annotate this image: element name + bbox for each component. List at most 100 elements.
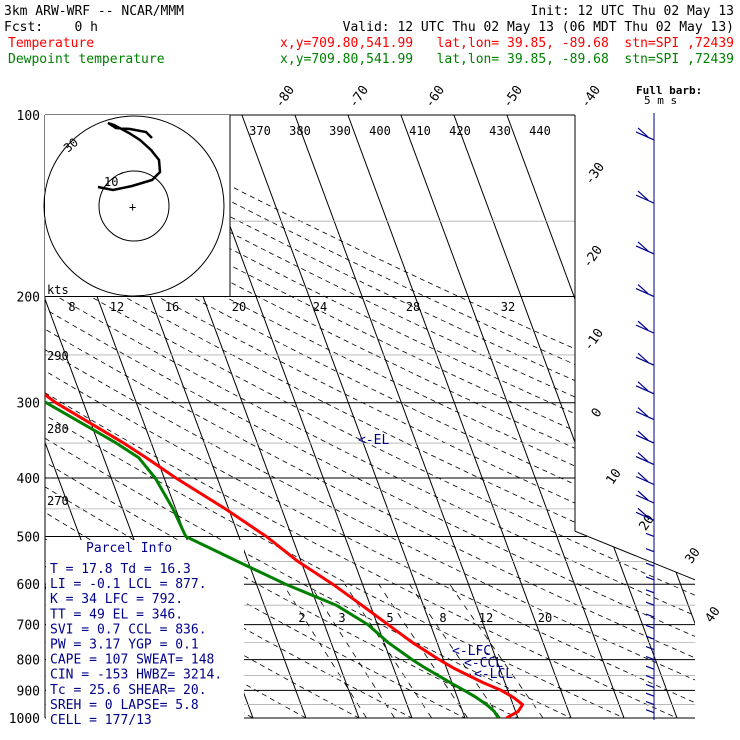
dry-adiabat [45,127,695,718]
legend-temperature-name: Temperature [8,36,94,51]
wind-barb-flag [637,284,649,294]
mixing-ratio-label-8: 8 [439,611,446,625]
wind-barb [645,709,655,714]
theta-label-380: 380 [289,124,311,138]
dry-adiabat [45,127,599,718]
parcel-info-row: SREH = 0 LAPSE= 5.8 [50,698,199,713]
wind-barb [645,635,655,640]
wind-barb [635,356,655,366]
dry-adiabat [45,127,695,718]
pressure-label-300: 300 [17,397,40,412]
parcel-info-row: Tc = 25.6 SHEAR= 20. [50,683,207,698]
theta-label-400: 400 [369,124,391,138]
hodograph-units: kts [47,283,69,297]
isotherm-label-40: 40 [702,604,723,625]
legend-dewpoint-name: Dewpoint temperature [8,52,165,67]
wind-barb [635,194,655,204]
mixing-ratio-label-3: 3 [338,611,345,625]
wind-barb [645,645,655,651]
sounding-curves [45,115,525,718]
level-marker-lfc: <-LFC [452,644,491,659]
theta-label-370: 370 [249,124,271,138]
mixing-ratio-label-20: 20 [538,611,552,625]
temperature-curve [45,115,525,718]
right-frame-slant [574,530,696,581]
wind-barb [635,475,655,486]
wind-barb [645,692,655,697]
theta-side-label-280: 280 [47,422,69,436]
legend-temperature-info: x,y=709.80,541.99 lat,lon= 39.85, -89.68… [280,36,734,51]
level-marker-ccl: <-CCL [464,656,503,671]
wind-barb-flag [637,127,649,138]
wind-barb [645,683,655,689]
isotherm-label-20: 20 [636,512,657,533]
pressure-label-1000: 1000 [9,712,40,727]
parcel-info-row: TT = 49 EL = 346. [50,607,183,622]
pressure-label-700: 700 [17,619,40,634]
wind-profile: Full barb: 5 m s [635,84,702,720]
theta-label-410: 410 [409,124,431,138]
mixing-ratio-label-2: 2 [298,611,305,625]
parcel-info-background [46,540,244,726]
hodograph-center-mark: + [129,200,136,214]
mixing-ratio-label-12: 12 [479,611,493,625]
hodograph-ring-30 [43,115,225,297]
wind-barb-flag [637,190,649,201]
pressure-label-600: 600 [17,578,40,593]
theta-side-label-270: 270 [47,494,69,508]
wind-barb [645,665,655,670]
hodograph-speed-label-16: 16 [165,300,179,314]
wind-barb [645,562,655,567]
dry-adiabat [45,127,695,718]
isotherm [347,115,572,718]
mixing-ratio-line [309,583,395,718]
hodograph-speed-labels: 8 12 16 20 24 28 32 [68,300,515,314]
wind-barb [645,701,655,706]
pressure-label-500: 500 [17,530,40,545]
wind-barb [635,324,655,334]
mixing-ratio-line [282,583,367,718]
dry-adiabat [45,127,695,718]
hodograph-speed-label-32: 32 [501,300,515,314]
mixing-ratio-label-5: 5 [386,611,393,625]
parcel-info-row: CELL = 177/13 [50,713,152,728]
dewpoint-curve [45,115,500,718]
hodograph-ring-label-10: 10 [104,175,118,189]
wind-barb [635,456,655,466]
dry-adiabat [45,127,695,718]
parcel-info-row: SVI = 0.7 CCL = 836. [50,622,207,637]
wind-barb [645,674,655,680]
wind-barb-flag [637,352,649,363]
wind-barb [635,385,655,395]
wind-barb [635,411,655,421]
wind-barb [645,601,655,606]
wind-barb-flag [637,430,649,441]
hodograph-speed-label-8: 8 [68,300,75,314]
forecast-hour: Fcst: 0 h [4,20,98,35]
parcel-info-row: CAPE = 107 SWEAT= 148 [50,653,214,668]
isotherm-label-30: 30 [682,545,703,566]
legend-dewpoint-info: x,y=709.80,541.99 lat,lon= 39.85, -89.68… [280,52,734,67]
wind-barb [645,532,655,538]
parcel-info-row: CIN = -153 HWBZ= 3214. [50,668,222,683]
isotherm [241,115,466,718]
pressure-label-800: 800 [17,654,40,669]
pressure-label-400: 400 [17,472,40,487]
valid-time: Valid: 12 UTC Thu 02 May 13 (06 MDT Thu … [343,20,734,35]
pressure-label-900: 900 [17,684,40,699]
wind-barb-flag [637,407,649,418]
wind-barb-flag [637,472,649,482]
model-title: 3km ARW-WRF -- NCAR/MMM [4,4,184,19]
theta-label-390: 390 [329,124,351,138]
level-markers: <-EL <-LFC<-CCL<-LCL [358,433,513,682]
wind-barb-flag [637,381,649,392]
hodograph-speed-label-12: 12 [110,300,124,314]
wind-barb [645,576,655,581]
pressure-label-100: 100 [17,109,40,124]
hodograph-ring-10 [98,170,170,242]
isotherm [453,115,678,718]
isotherm-label-10: 10 [603,466,624,487]
hodograph-panel [45,115,230,296]
wind-barb [645,624,655,629]
wind-barb [645,589,655,594]
